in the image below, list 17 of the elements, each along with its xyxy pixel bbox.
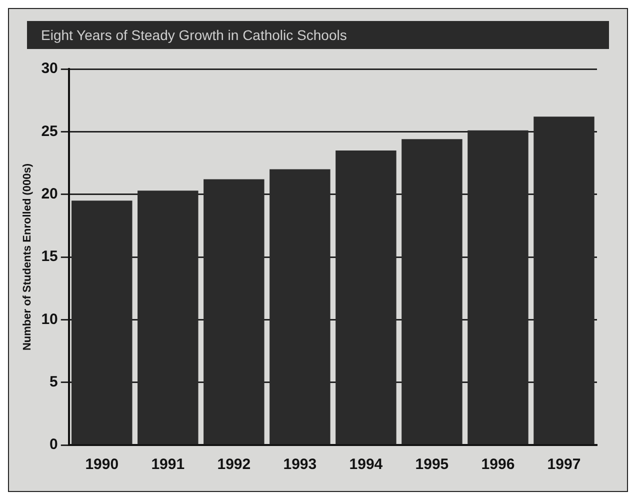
y-tick-label: 20 — [41, 185, 58, 202]
x-tick-label: 1996 — [481, 456, 515, 474]
y-tick-label: 5 — [50, 373, 58, 390]
y-tick-label: 10 — [41, 310, 58, 328]
y-axis-title: Number of Students Enrolled (000s) — [22, 163, 34, 351]
x-tick-label: 1990 — [85, 456, 119, 474]
y-tick-label: 25 — [41, 122, 58, 140]
x-tick-label: 1995 — [415, 456, 449, 474]
x-tick-label: 1992 — [217, 456, 251, 474]
y-tick-label: 0 — [50, 436, 58, 454]
y-tick-label: 30 — [41, 60, 58, 78]
x-tick-label: 1997 — [547, 456, 581, 474]
x-tick-label: 1991 — [151, 456, 185, 474]
y-tick-label: 15 — [41, 248, 58, 266]
x-tick-label: 1993 — [283, 456, 317, 474]
x-tick-label: 1994 — [349, 456, 384, 474]
chart-title: Eight Years of Steady Growth in Catholic Schools — [27, 21, 609, 49]
